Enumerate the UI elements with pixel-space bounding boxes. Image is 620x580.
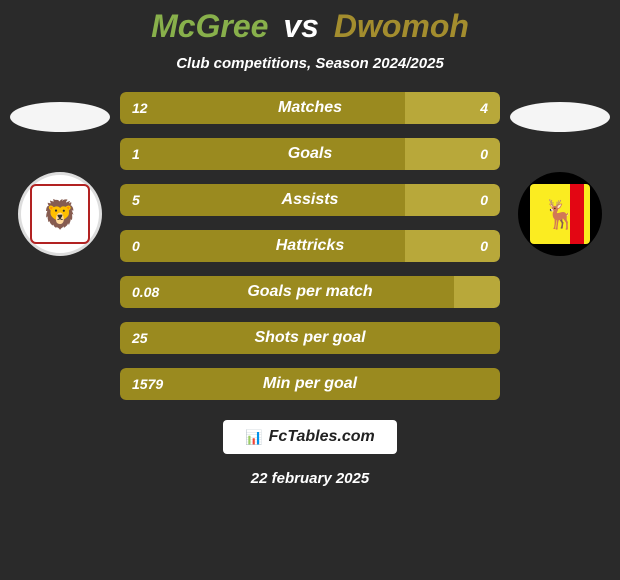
- stat-bar-left: [120, 138, 405, 170]
- player1-name: McGree: [151, 8, 268, 44]
- stat-row: 50Assists: [120, 184, 500, 216]
- stat-value-right: 0: [480, 184, 488, 216]
- stat-value-left: 0.08: [132, 276, 159, 308]
- stat-row: 124Matches: [120, 92, 500, 124]
- stat-value-right: 0: [480, 230, 488, 262]
- subtitle: Club competitions, Season 2024/2025: [176, 55, 444, 72]
- stat-row: 1579Min per goal: [120, 368, 500, 400]
- stat-value-right: 0: [480, 138, 488, 170]
- player2-portrait: [510, 102, 610, 132]
- club2-emoji: 🦌: [530, 184, 590, 244]
- stat-row: 0.08Goals per match: [120, 276, 500, 308]
- player1-portrait: [10, 102, 110, 132]
- comparison-card: McGree vs Dwomoh Club competitions, Seas…: [0, 0, 620, 580]
- stat-bar-right: [454, 276, 500, 308]
- club2-stripe: [570, 184, 584, 244]
- stat-value-left: 1: [132, 138, 140, 170]
- stat-value-left: 1579: [132, 368, 163, 400]
- date-text: 22 february 2025: [251, 470, 369, 487]
- club2-crest: 🦌: [518, 172, 602, 256]
- stat-bar-left: [120, 276, 454, 308]
- branding-text: FcTables.com: [269, 428, 375, 446]
- stat-bar-left: [120, 184, 405, 216]
- right-column: 🦌: [500, 92, 620, 256]
- stat-bar-left: [120, 230, 405, 262]
- player2-name: Dwomoh: [334, 8, 469, 44]
- vs-text: vs: [283, 8, 319, 44]
- stat-value-right: 4: [480, 92, 488, 124]
- stat-bar-left: [120, 322, 500, 354]
- stat-bar-left: [120, 368, 500, 400]
- club1-crest: 🦁: [18, 172, 102, 256]
- stat-bars: 124Matches10Goals50Assists00Hattricks0.0…: [120, 92, 500, 400]
- stat-value-left: 12: [132, 92, 148, 124]
- club1-emoji: 🦁: [30, 184, 90, 244]
- title: McGree vs Dwomoh: [151, 8, 469, 45]
- branding-badge: 📊 FcTables.com: [223, 420, 397, 454]
- stat-bar-left: [120, 92, 405, 124]
- stat-value-left: 0: [132, 230, 140, 262]
- main-row: 🦁 124Matches10Goals50Assists00Hattricks0…: [0, 92, 620, 400]
- left-column: 🦁: [0, 92, 120, 256]
- stat-row: 00Hattricks: [120, 230, 500, 262]
- stat-row: 10Goals: [120, 138, 500, 170]
- stat-value-left: 25: [132, 322, 148, 354]
- chart-icon: 📊: [245, 429, 262, 446]
- stat-value-left: 5: [132, 184, 140, 216]
- stat-row: 25Shots per goal: [120, 322, 500, 354]
